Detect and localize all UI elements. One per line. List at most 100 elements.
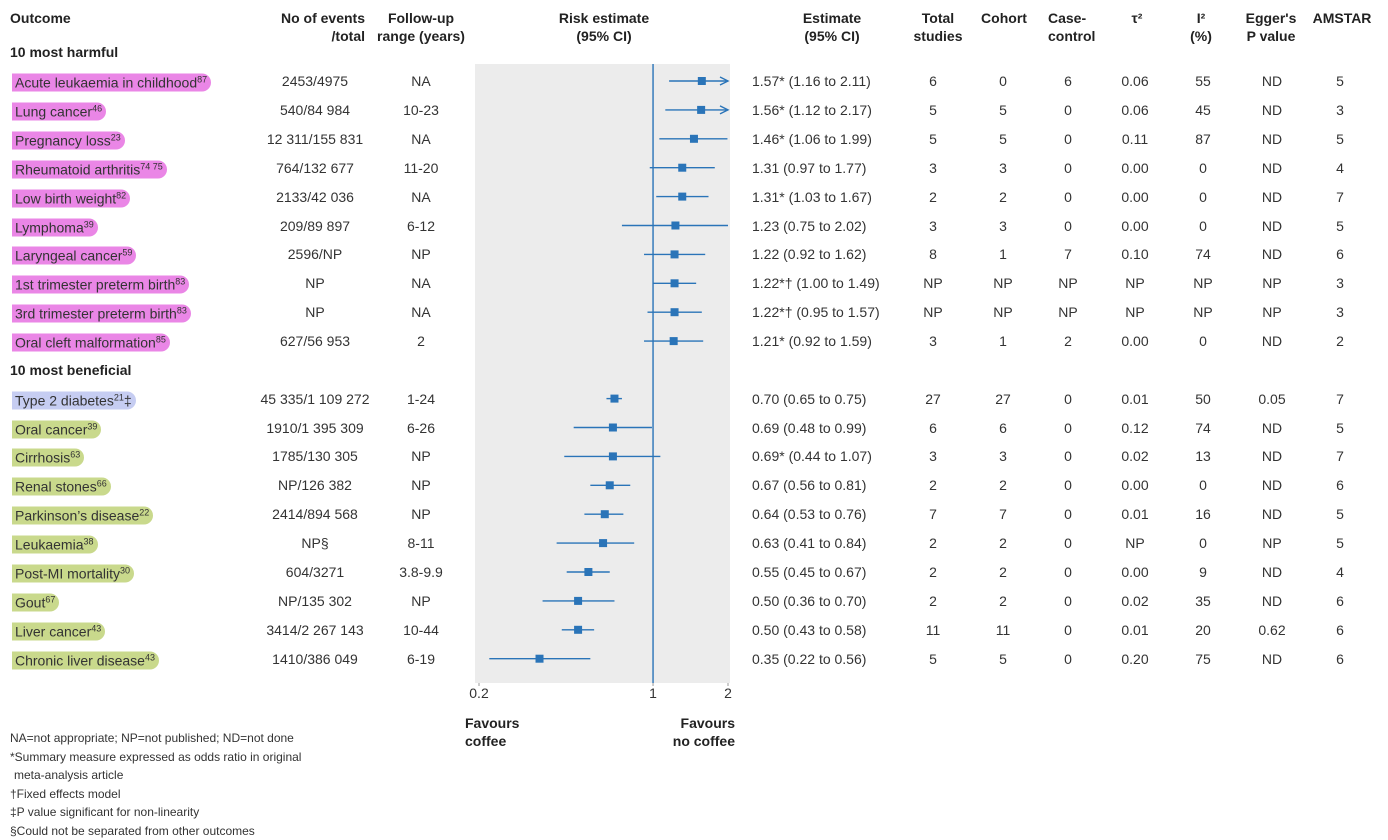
cell-cohort: 0	[999, 73, 1007, 89]
estimate-point	[599, 539, 608, 548]
estimate-point	[670, 250, 679, 259]
cell-follow: 8-11	[407, 535, 435, 552]
cell-i2: 50	[1195, 390, 1211, 407]
column-header: Estimate	[802, 10, 862, 26]
cell-i2: 55	[1195, 73, 1211, 89]
outcome-pill: Laryngeal cancer59	[12, 246, 137, 265]
cell-total: 11	[925, 621, 941, 638]
cell-label: 0.69* (0.44 to 1.07)	[752, 448, 872, 465]
cell-cohort: 5	[999, 101, 1007, 118]
reference: 85	[155, 334, 166, 345]
cell-i2: 75	[1195, 650, 1211, 667]
cell-follow: 1-24	[406, 390, 436, 407]
cell-i2: 13	[1195, 448, 1211, 465]
estimate-point	[678, 163, 687, 172]
outcome-pill: Oral cleft malformation85	[12, 333, 170, 352]
cell-egger: ND	[1261, 650, 1283, 667]
cell-cc: 0	[1064, 101, 1072, 118]
outcome-name: Oral cancer	[15, 421, 88, 437]
cell-i2: 0	[1199, 159, 1207, 176]
cell-tau: 0.10	[1121, 246, 1149, 263]
outcome-name: Low birth weight	[15, 190, 117, 207]
outcome-pill: Leukaemia38	[12, 535, 98, 554]
cell-amstar: 6	[1336, 246, 1344, 263]
cell-cohort: NP	[993, 304, 1013, 321]
cell-events: 764/132 677	[276, 159, 354, 176]
cell-tau: 0.02	[1121, 592, 1149, 609]
estimate-point	[671, 221, 680, 230]
outcome-name: Oral cleft malformation	[15, 334, 156, 351]
cell-cohort: 3	[999, 159, 1007, 176]
cell-amstar: 5	[1336, 419, 1344, 436]
estimate-point	[670, 279, 679, 288]
outcome: Post-MI mortality30	[12, 562, 135, 583]
cell-cc: 2	[1064, 333, 1072, 350]
cell-tau: 0.00	[1121, 217, 1149, 234]
cell-follow: NA	[411, 73, 431, 89]
cell-label: 0.50 (0.36 to 0.70)	[752, 592, 867, 609]
cell-total: 2	[929, 477, 937, 494]
cell-egger: ND	[1261, 564, 1283, 580]
outcome-pill: Parkinson’s disease22	[12, 506, 154, 525]
cell-events: NP/135 302	[278, 592, 352, 609]
cell-events: 45 335/1 109 272	[260, 390, 370, 407]
reference: 30	[120, 565, 131, 576]
outcome: Gout67	[12, 590, 60, 612]
cell-cohort: 7	[999, 506, 1007, 523]
outcome-name: Leukaemia	[15, 536, 84, 553]
cell-events: 1785/130 305	[272, 448, 358, 465]
outcome-pill: Lung cancer46	[12, 102, 107, 121]
cell-label: 1.23 (0.75 to 2.02)	[752, 217, 867, 234]
cell-events: NP/126 382	[278, 477, 352, 494]
estimate-point	[610, 394, 619, 403]
cell-label: 1.22*† (1.00 to 1.49)	[752, 275, 880, 292]
outcome-name: Gout	[15, 594, 46, 611]
outcome-pill: Rheumatoid arthritis74 75	[12, 160, 167, 179]
cell-events: NP	[305, 275, 325, 292]
outcome-pill: Pregnancy loss23	[12, 131, 125, 150]
cell-events: 1410/386 049	[272, 650, 358, 667]
cell-label: 1.57* (1.16 to 2.11)	[752, 73, 871, 89]
cell-egger: ND	[1261, 188, 1283, 205]
reference: 38	[83, 536, 94, 547]
favours-left: coffee	[465, 733, 507, 749]
cell-cc: 0	[1064, 535, 1072, 552]
cell-total: 3	[929, 448, 937, 465]
cell-label: 1.22*† (0.95 to 1.57)	[752, 304, 880, 321]
estimate-point	[670, 308, 679, 317]
outcome-name: Laryngeal cancer	[15, 247, 123, 264]
cell-cohort: 27	[995, 390, 1011, 407]
cell-egger: ND	[1261, 246, 1283, 263]
cell-events: 2133/42 036	[276, 188, 354, 205]
outcome-pill: Cirrhosis63	[12, 448, 85, 467]
cell-egger: NP	[1262, 275, 1282, 292]
cell-amstar: 2	[1336, 333, 1344, 350]
cell-tau: 0.11	[1121, 130, 1149, 147]
column-header: control	[1048, 28, 1096, 44]
cell-amstar: 6	[1336, 592, 1344, 609]
reference: 59	[122, 247, 133, 258]
reference: 39	[83, 219, 94, 229]
outcome: Pregnancy loss23	[12, 128, 125, 150]
outcome: Leukaemia38	[12, 533, 98, 554]
estimate-point	[669, 337, 678, 346]
outcome-name: Cirrhosis	[15, 449, 71, 466]
cell-amstar: 5	[1336, 217, 1344, 234]
cell-cohort: 6	[999, 419, 1007, 436]
cell-egger: ND	[1261, 592, 1283, 609]
cell-cohort: 2	[999, 477, 1007, 494]
cell-follow: NP	[411, 592, 431, 609]
cell-cc: 0	[1064, 159, 1072, 176]
outcome: Renal stones66	[12, 475, 111, 496]
cell-cc: 0	[1064, 506, 1072, 523]
outcome-pill: Type 2 diabetes21‡	[12, 391, 136, 410]
cell-cc: 0	[1064, 564, 1072, 580]
favours-left: Favours	[465, 715, 520, 731]
cell-i2: NP	[1193, 275, 1213, 292]
outcome-pill: 1st trimester preterm birth83	[12, 275, 190, 294]
cell-i2: 16	[1195, 506, 1211, 523]
cell-total: 2	[929, 188, 937, 205]
outcome-name: 3rd trimester preterm birth	[15, 305, 177, 322]
